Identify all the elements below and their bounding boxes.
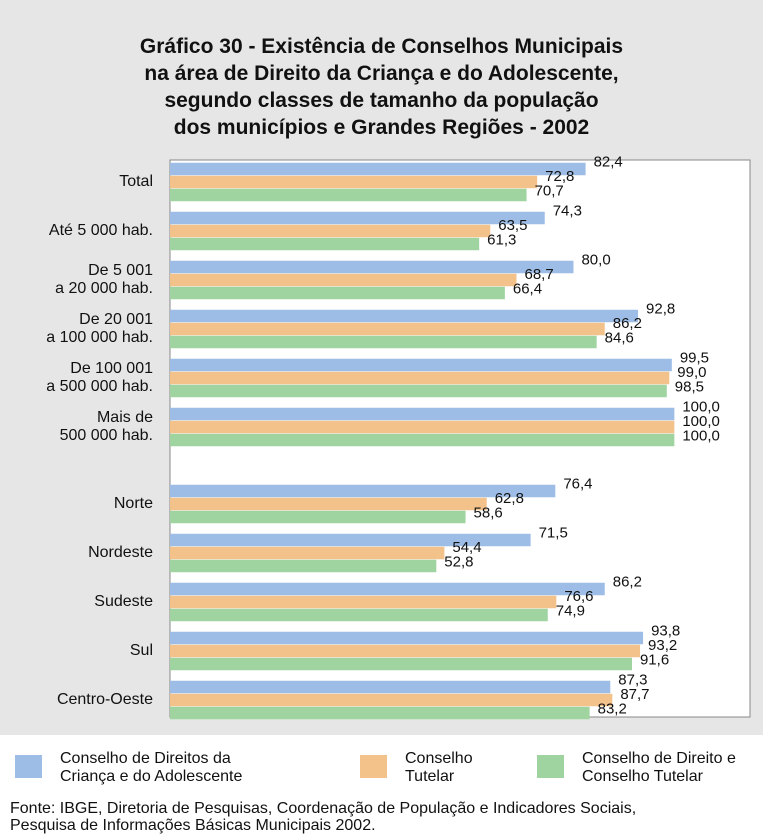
value-label: 100,0 xyxy=(682,427,720,444)
value-label: 99,0 xyxy=(677,364,706,381)
bar xyxy=(170,260,574,274)
bar xyxy=(170,407,675,421)
value-label: 71,5 xyxy=(539,525,568,542)
value-label: 61,3 xyxy=(487,231,516,248)
value-label: 74,9 xyxy=(556,602,585,619)
value-label: 76,6 xyxy=(564,588,593,605)
value-label: 74,3 xyxy=(553,203,582,220)
y-tick-label: Até 5 000 hab. xyxy=(48,222,153,239)
value-label: 54,4 xyxy=(452,539,481,556)
bar xyxy=(170,433,675,447)
bar xyxy=(170,384,667,398)
bar xyxy=(170,582,605,596)
y-tick-label: Total xyxy=(119,173,153,190)
bar xyxy=(170,162,586,176)
y-tick-label: De 20 001 a 100 000 hab. xyxy=(46,311,153,346)
value-label: 84,6 xyxy=(605,329,634,346)
bar xyxy=(170,188,527,202)
value-label: 82,4 xyxy=(594,154,623,171)
value-label: 66,4 xyxy=(513,280,542,297)
value-label: 98,5 xyxy=(675,378,704,395)
bar xyxy=(170,680,611,694)
bar xyxy=(170,322,605,336)
bar xyxy=(170,335,597,349)
bar xyxy=(170,657,632,671)
bar xyxy=(170,631,644,645)
legend-label: Conselho Tutelar xyxy=(405,750,473,785)
value-label: 83,2 xyxy=(598,700,627,717)
value-label: 91,6 xyxy=(640,651,669,668)
bar xyxy=(170,286,505,300)
value-label: 62,8 xyxy=(495,490,524,507)
value-label: 86,2 xyxy=(613,315,642,332)
y-tick-label: Mais de 500 000 hab. xyxy=(59,409,153,444)
y-tick-label: Norte xyxy=(113,495,153,512)
value-label: 58,6 xyxy=(474,504,503,521)
bar xyxy=(170,224,491,238)
value-label: 52,8 xyxy=(444,553,473,570)
bar xyxy=(170,693,613,707)
bar xyxy=(170,608,548,622)
bar xyxy=(170,420,675,434)
bar xyxy=(170,644,641,658)
chart-title: Gráfico 30 - Existência de Conselhos Mun… xyxy=(139,35,624,139)
y-tick-label: Sul xyxy=(129,642,153,659)
y-tick-label: Sudeste xyxy=(94,593,153,610)
bar xyxy=(170,559,437,573)
y-tick-label: De 100 001 a 500 000 hab. xyxy=(46,360,153,395)
value-label: 70,7 xyxy=(535,182,564,199)
bar xyxy=(170,595,557,609)
value-label: 80,0 xyxy=(581,252,610,269)
source-note: Fonte: IBGE, Diretoria de Pesquisas, Coo… xyxy=(10,800,637,834)
value-label: 93,8 xyxy=(651,623,680,640)
y-tick-label: De 5 001 a 20 000 hab. xyxy=(55,262,153,297)
bar xyxy=(170,273,517,287)
value-label: 86,2 xyxy=(613,574,642,591)
value-label: 99,5 xyxy=(680,350,709,367)
bar xyxy=(170,484,556,498)
bar xyxy=(170,533,531,547)
bar xyxy=(170,309,639,323)
value-label: 92,8 xyxy=(646,301,675,318)
value-label: 68,7 xyxy=(524,266,553,283)
bar xyxy=(170,546,445,560)
value-label: 63,5 xyxy=(498,217,527,234)
bar xyxy=(170,175,538,189)
y-tick-label: Centro-Oeste xyxy=(56,691,153,708)
value-label: 72,8 xyxy=(545,168,574,185)
value-label: 100,0 xyxy=(682,399,720,416)
value-label: 76,4 xyxy=(563,476,592,493)
value-label: 87,7 xyxy=(620,686,649,703)
bar xyxy=(170,497,487,511)
bar xyxy=(170,358,672,372)
value-label: 100,0 xyxy=(682,413,720,430)
y-tick-label: Nordeste xyxy=(88,544,153,561)
legend-swatch xyxy=(360,755,387,778)
legend-swatch xyxy=(15,755,42,778)
value-label: 87,3 xyxy=(618,672,647,689)
bar xyxy=(170,510,466,524)
bar xyxy=(170,237,480,251)
bar xyxy=(170,371,670,385)
value-label: 93,2 xyxy=(648,637,677,654)
legend-swatch xyxy=(537,755,564,778)
legend-label: Conselho de Direito e Conselho Tutelar xyxy=(582,750,736,785)
bar xyxy=(170,706,590,720)
legend-label: Conselho de Direitos da Criança e do Ado… xyxy=(60,750,243,785)
bar xyxy=(170,211,545,225)
